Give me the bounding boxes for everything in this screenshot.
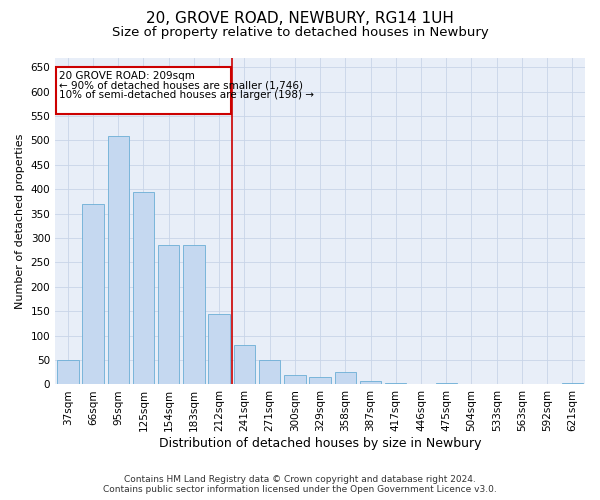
Bar bbox=[284, 374, 305, 384]
Bar bbox=[360, 380, 381, 384]
Bar bbox=[183, 246, 205, 384]
Text: 10% of semi-detached houses are larger (198) →: 10% of semi-detached houses are larger (… bbox=[59, 90, 314, 100]
Bar bbox=[310, 377, 331, 384]
Bar bbox=[208, 314, 230, 384]
Bar bbox=[335, 372, 356, 384]
Text: Contains HM Land Registry data © Crown copyright and database right 2024.
Contai: Contains HM Land Registry data © Crown c… bbox=[103, 474, 497, 494]
Bar bbox=[107, 136, 129, 384]
Text: Size of property relative to detached houses in Newbury: Size of property relative to detached ho… bbox=[112, 26, 488, 39]
Bar bbox=[133, 192, 154, 384]
Bar bbox=[158, 246, 179, 384]
X-axis label: Distribution of detached houses by size in Newbury: Distribution of detached houses by size … bbox=[159, 437, 481, 450]
FancyBboxPatch shape bbox=[56, 68, 230, 114]
Bar bbox=[233, 346, 255, 385]
Y-axis label: Number of detached properties: Number of detached properties bbox=[15, 134, 25, 308]
Text: 20 GROVE ROAD: 209sqm: 20 GROVE ROAD: 209sqm bbox=[59, 71, 195, 81]
Text: 20, GROVE ROAD, NEWBURY, RG14 1UH: 20, GROVE ROAD, NEWBURY, RG14 1UH bbox=[146, 11, 454, 26]
Bar bbox=[259, 360, 280, 384]
Bar bbox=[82, 204, 104, 384]
Bar bbox=[57, 360, 79, 384]
Text: ← 90% of detached houses are smaller (1,746): ← 90% of detached houses are smaller (1,… bbox=[59, 81, 303, 91]
